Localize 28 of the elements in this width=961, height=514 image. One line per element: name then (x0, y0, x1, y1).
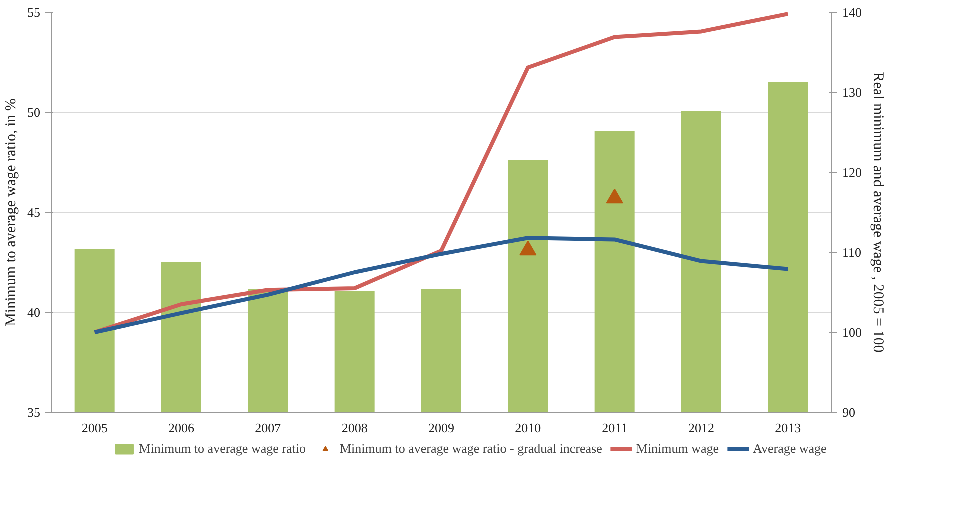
line-series (92, 236, 790, 334)
x-tick-label: 2005 (82, 420, 108, 436)
y2-tick-label: 120 (842, 165, 862, 180)
x-tick-label: 2006 (168, 420, 195, 436)
y2-axis-title: Real minimum and average wage , 2005 = 100 (870, 72, 886, 353)
x-tick-label: 2012 (688, 420, 714, 436)
y-tick-label: 45 (28, 205, 40, 220)
x-tick-label: 2011 (602, 420, 628, 436)
legend-label: Minimum to average wage ratio (139, 441, 306, 457)
x-tick-label: 2007 (255, 420, 282, 436)
y-tick-label: 35 (28, 405, 40, 420)
x-tick-label: 2009 (428, 420, 454, 436)
legend-label: Average wage (753, 441, 827, 457)
y-tick-label: 50 (28, 105, 40, 120)
x-tick-label: 2013 (775, 420, 802, 436)
y2-tick-label: 90 (842, 405, 856, 420)
y2-tick-label: 140 (842, 5, 862, 20)
y2-tick-label: 100 (842, 325, 862, 340)
x-tick-label: 2008 (342, 420, 368, 436)
y-tick-label: 40 (28, 305, 40, 320)
y-axis-title: Minimum to average wage ratio, in % (4, 98, 20, 326)
y2-tick-label: 110 (842, 245, 862, 260)
x-tick-label: 2010 (515, 420, 542, 436)
y2-tick-label: 130 (842, 85, 862, 100)
legend-label: Minimum wage (636, 441, 720, 457)
legend-label: Minimum to average wage ratio - gradual increase (340, 441, 602, 457)
y-tick-label: 55 (28, 5, 40, 20)
line-series (92, 12, 790, 334)
